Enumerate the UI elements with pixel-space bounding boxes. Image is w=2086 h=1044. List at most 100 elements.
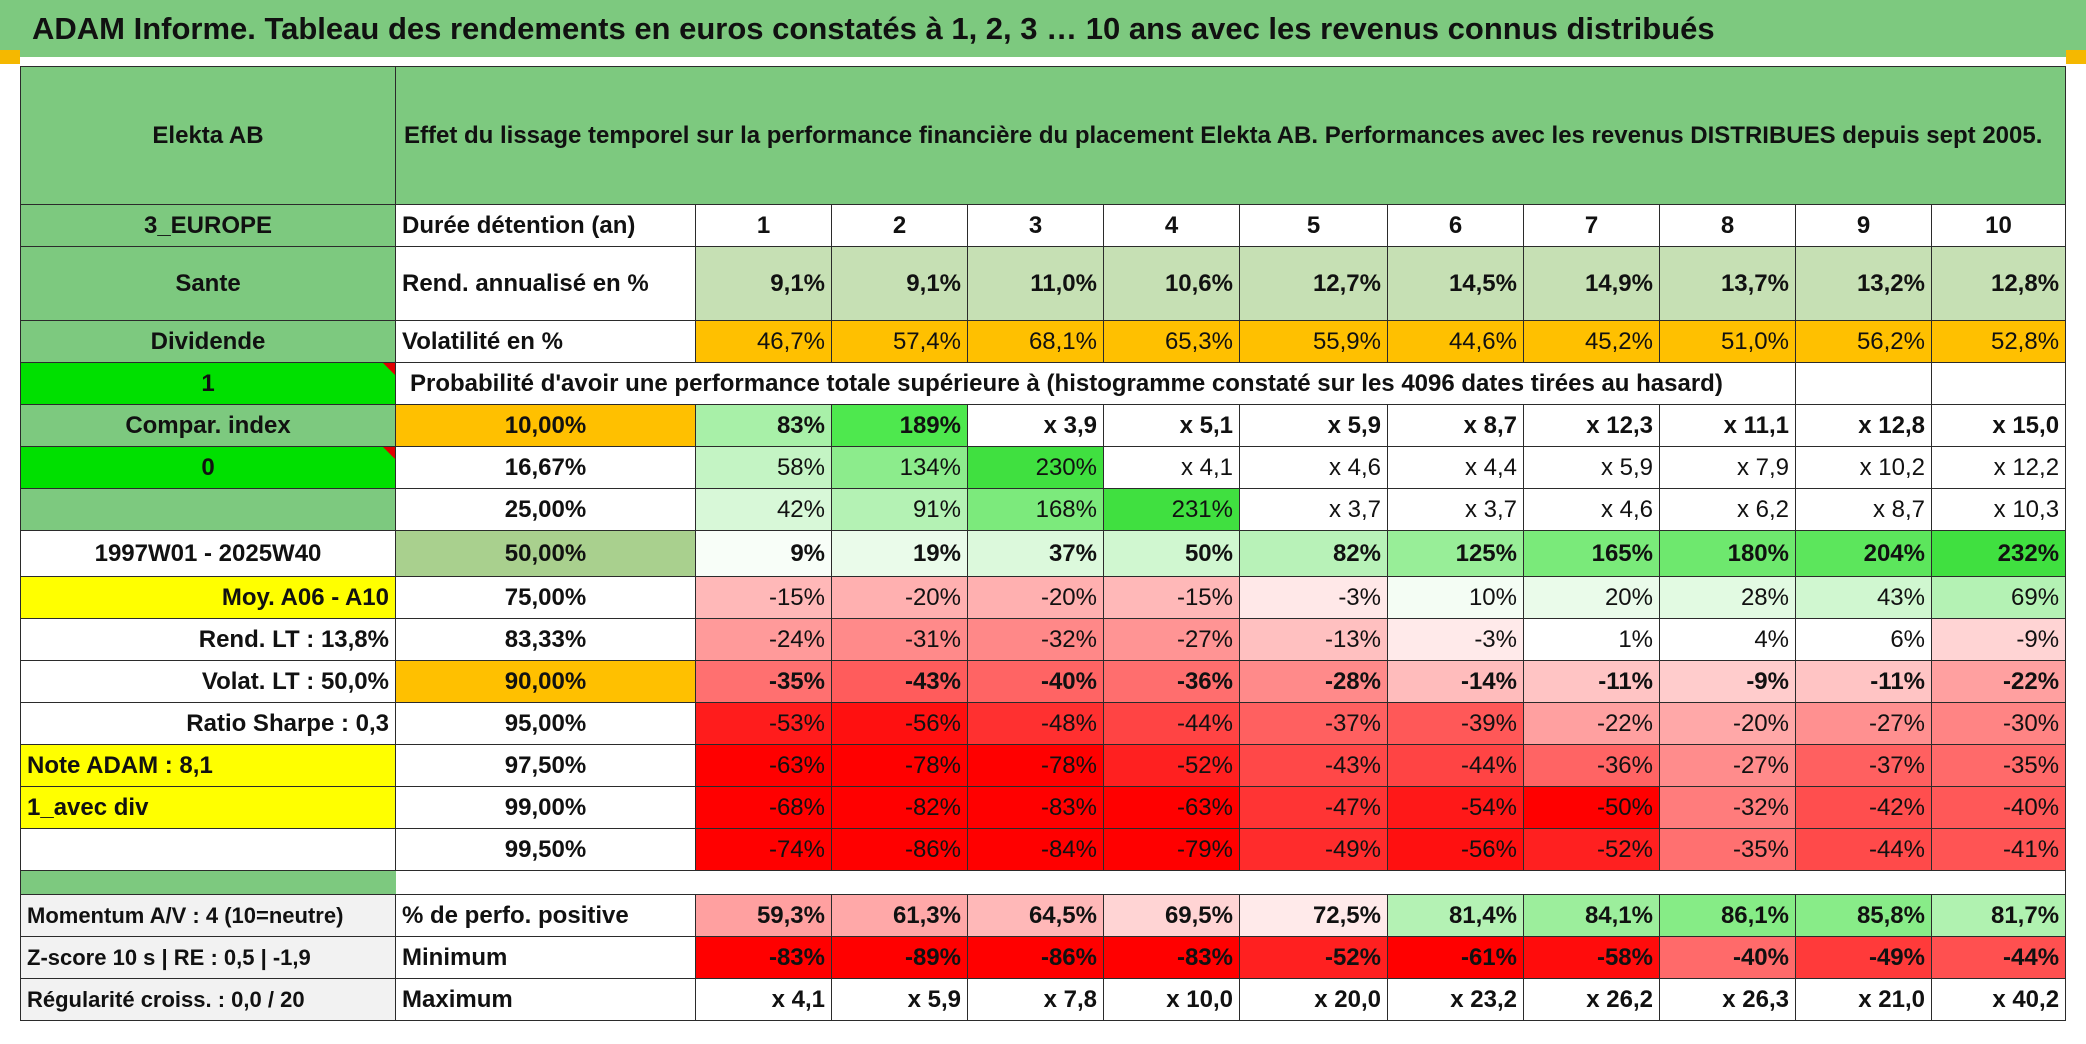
quantile-value: 20% — [1523, 576, 1660, 619]
quantile-value: x 15,0 — [1930, 404, 2067, 447]
quantile-value: -15% — [695, 576, 832, 619]
positive-perf-label: % de perfo. positive — [395, 894, 696, 937]
probability-label: Probabilité d'avoir une performance tota… — [395, 362, 1796, 405]
income-type-label: Dividende — [20, 320, 396, 363]
quantile-value: -22% — [1930, 660, 2067, 703]
year-header: 7 — [1523, 204, 1660, 247]
quantile-value: -63% — [695, 744, 832, 787]
period-label: 1997W01 - 2025W40 — [20, 530, 396, 577]
zscore-label: Z-score 10 s | RE : 0,5 | -1,9 — [20, 936, 396, 979]
blank-cell — [1795, 362, 1932, 405]
corner-marker-icon — [0, 50, 20, 64]
quantile-value: 69% — [1930, 576, 2067, 619]
quantile-value: 230% — [967, 446, 1104, 489]
probability-threshold: 50,00% — [395, 530, 696, 577]
returns-table: Elekta AB Effet du lissage temporel sur … — [20, 66, 2067, 1021]
quantile-value: 83% — [695, 404, 832, 447]
quantile-value: -52% — [1523, 828, 1660, 871]
quantile-value: -47% — [1239, 786, 1388, 829]
minimum-value: -58% — [1523, 936, 1660, 979]
quantile-value: -49% — [1239, 828, 1388, 871]
maximum-value: x 10,0 — [1103, 978, 1240, 1021]
quantile-value: -15% — [1103, 576, 1240, 619]
annual-return-label: Rend. annualisé en % — [395, 246, 696, 321]
quantile-value: -11% — [1523, 660, 1660, 703]
minimum-value: -86% — [967, 936, 1104, 979]
quantile-value: x 3,7 — [1239, 488, 1388, 531]
asset-name: Elekta AB — [20, 66, 396, 205]
quantile-value: 91% — [831, 488, 968, 531]
maximum-value: x 5,9 — [831, 978, 968, 1021]
quantile-value: 43% — [1795, 576, 1932, 619]
minimum-value: -61% — [1387, 936, 1524, 979]
quantile-value: x 11,1 — [1659, 404, 1796, 447]
quantile-value: -74% — [695, 828, 832, 871]
maximum-value: x 21,0 — [1795, 978, 1932, 1021]
quantile-value: x 5,1 — [1103, 404, 1240, 447]
quantile-value: -3% — [1239, 576, 1388, 619]
quantile-value: 82% — [1239, 530, 1388, 577]
quantile-value: 180% — [1659, 530, 1796, 577]
quantile-value: -39% — [1387, 702, 1524, 745]
quantile-value: 19% — [831, 530, 968, 577]
quantile-value: -30% — [1930, 702, 2067, 745]
volatility-value: 51,0% — [1659, 320, 1796, 363]
switch-cell-2[interactable]: 0 — [20, 446, 396, 489]
adam-note: Note ADAM : 8,1 — [20, 744, 396, 787]
minimum-label: Minimum — [395, 936, 696, 979]
blank-side-cell — [20, 488, 396, 531]
year-header: 8 — [1659, 204, 1796, 247]
quantile-value: -56% — [831, 702, 968, 745]
quantile-value: x 10,2 — [1795, 446, 1932, 489]
quantile-value: -20% — [967, 576, 1104, 619]
quantile-value: -20% — [831, 576, 968, 619]
quantile-value: -14% — [1387, 660, 1524, 703]
average-label: Moy. A06 - A10 — [20, 576, 396, 619]
positive-perf-value: 81,7% — [1930, 894, 2067, 937]
probability-threshold: 97,50% — [395, 744, 696, 787]
quantile-value: -44% — [1795, 828, 1932, 871]
year-header: 2 — [831, 204, 968, 247]
corner-marker-icon — [2066, 50, 2086, 64]
quantile-value: 6% — [1795, 618, 1932, 661]
quantile-value: -44% — [1387, 744, 1524, 787]
volatility-value: 44,6% — [1387, 320, 1524, 363]
quantile-value: -37% — [1239, 702, 1388, 745]
annual-return-value: 10,6% — [1103, 246, 1240, 321]
region-label: 3_EUROPE — [20, 204, 396, 247]
spacer — [395, 870, 2067, 895]
quantile-value: -43% — [1239, 744, 1388, 787]
switch-cell-1[interactable]: 1 — [20, 362, 396, 405]
positive-perf-value: 59,3% — [695, 894, 832, 937]
probability-threshold: 90,00% — [395, 660, 696, 703]
quantile-value: x 12,2 — [1930, 446, 2067, 489]
table-description: Effet du lissage temporel sur la perform… — [394, 66, 2067, 205]
quantile-value: -50% — [1523, 786, 1660, 829]
quantile-value: -44% — [1103, 702, 1240, 745]
minimum-value: -83% — [695, 936, 832, 979]
maximum-value: x 4,1 — [695, 978, 832, 1021]
quantile-value: -27% — [1795, 702, 1932, 745]
year-header: 10 — [1930, 204, 2067, 247]
quantile-value: x 7,9 — [1659, 446, 1796, 489]
quantile-value: -52% — [1103, 744, 1240, 787]
quantile-value: 231% — [1103, 488, 1240, 531]
quantile-value: x 8,7 — [1795, 488, 1932, 531]
probability-threshold: 75,00% — [395, 576, 696, 619]
year-header: 3 — [967, 204, 1104, 247]
probability-threshold: 99,00% — [395, 786, 696, 829]
quantile-value: -42% — [1795, 786, 1932, 829]
quantile-value: -68% — [695, 786, 832, 829]
quantile-value: 9% — [695, 530, 832, 577]
annual-return-value: 9,1% — [831, 246, 968, 321]
quantile-value: 4% — [1659, 618, 1796, 661]
year-header: 4 — [1103, 204, 1240, 247]
quantile-value: -36% — [1103, 660, 1240, 703]
quantile-value: 42% — [695, 488, 832, 531]
maximum-value: x 26,3 — [1659, 978, 1796, 1021]
long-term-volatility: Volat. LT : 50,0% — [20, 660, 396, 703]
minimum-value: -40% — [1659, 936, 1796, 979]
sharpe-ratio: Ratio Sharpe : 0,3 — [20, 702, 396, 745]
probability-threshold: 99,50% — [395, 828, 696, 871]
maximum-value: x 20,0 — [1239, 978, 1388, 1021]
